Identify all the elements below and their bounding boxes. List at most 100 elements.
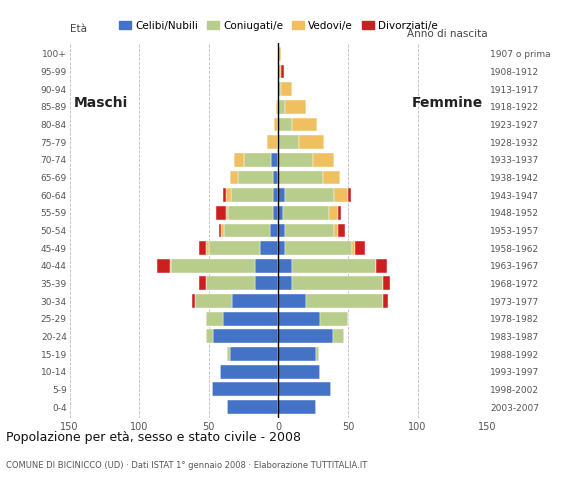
Bar [292, 259, 376, 273]
Bar [212, 383, 278, 396]
Bar [352, 241, 355, 255]
Text: Anno di nascita: Anno di nascita [407, 29, 487, 39]
Bar [195, 294, 233, 308]
Bar [238, 170, 273, 184]
Bar [278, 224, 285, 237]
Bar [278, 135, 299, 149]
Bar [282, 206, 328, 220]
Bar [206, 312, 223, 325]
Bar [299, 135, 324, 149]
Bar [320, 312, 348, 325]
Bar [285, 241, 352, 255]
Bar [316, 347, 319, 361]
Bar [278, 118, 292, 132]
Bar [278, 65, 281, 78]
Bar [213, 329, 278, 343]
Text: Maschi: Maschi [74, 96, 128, 110]
Bar [278, 153, 313, 167]
Bar [234, 153, 244, 167]
Bar [233, 294, 278, 308]
Bar [348, 188, 351, 202]
Bar [285, 100, 306, 114]
Bar [216, 206, 226, 220]
Bar [255, 259, 278, 273]
Bar [285, 188, 334, 202]
Bar [313, 153, 334, 167]
Bar [292, 118, 317, 132]
Bar [224, 224, 270, 237]
Bar [278, 365, 320, 379]
Bar [199, 241, 206, 255]
Bar [278, 347, 316, 361]
Bar [219, 224, 222, 237]
Bar [278, 170, 323, 184]
Bar [226, 188, 231, 202]
Bar [222, 224, 224, 237]
Bar [220, 365, 278, 379]
Bar [383, 276, 390, 290]
Bar [223, 312, 278, 325]
Bar [255, 276, 278, 290]
Bar [244, 153, 271, 167]
Bar [278, 294, 306, 308]
Bar [278, 383, 331, 396]
Bar [199, 276, 206, 290]
Bar [338, 224, 345, 237]
Bar [278, 312, 320, 325]
Bar [278, 329, 333, 343]
Bar [323, 170, 340, 184]
Text: Età: Età [70, 24, 86, 35]
Bar [271, 153, 278, 167]
Bar [276, 100, 278, 114]
Bar [278, 100, 285, 114]
Legend: Celibi/Nubili, Coniugati/e, Vedovi/e, Divorziati/e: Celibi/Nubili, Coniugati/e, Vedovi/e, Di… [119, 21, 438, 31]
Bar [278, 206, 282, 220]
Bar [206, 329, 213, 343]
Bar [170, 259, 171, 273]
Bar [278, 400, 316, 414]
Bar [281, 65, 284, 78]
Bar [281, 82, 292, 96]
Bar [278, 276, 292, 290]
Bar [306, 294, 383, 308]
Bar [278, 47, 281, 60]
Bar [231, 188, 273, 202]
Bar [209, 241, 260, 255]
Bar [355, 241, 365, 255]
Bar [328, 206, 338, 220]
Text: Femmine: Femmine [412, 96, 483, 110]
Bar [270, 224, 278, 237]
Bar [338, 206, 341, 220]
Bar [292, 276, 383, 290]
Bar [223, 188, 226, 202]
Bar [383, 294, 389, 308]
Bar [267, 135, 278, 149]
Bar [227, 400, 278, 414]
Bar [192, 294, 195, 308]
Text: Popolazione per età, sesso e stato civile - 2008: Popolazione per età, sesso e stato civil… [6, 431, 301, 444]
Bar [273, 170, 278, 184]
Bar [273, 206, 278, 220]
Bar [206, 241, 209, 255]
Bar [229, 206, 273, 220]
Bar [333, 329, 344, 343]
Bar [171, 259, 255, 273]
Bar [260, 241, 278, 255]
Bar [334, 224, 338, 237]
Text: COMUNE DI BICINICCO (UD) · Dati ISTAT 1° gennaio 2008 · Elaborazione TUTTITALIA.: COMUNE DI BICINICCO (UD) · Dati ISTAT 1°… [6, 461, 367, 470]
Bar [278, 241, 285, 255]
Bar [285, 224, 334, 237]
Bar [334, 188, 348, 202]
Bar [376, 259, 387, 273]
Bar [157, 259, 170, 273]
Bar [230, 170, 238, 184]
Bar [227, 347, 230, 361]
Bar [273, 188, 278, 202]
Bar [278, 188, 285, 202]
Bar [274, 118, 278, 132]
Bar [278, 82, 281, 96]
Bar [230, 347, 278, 361]
Bar [226, 206, 229, 220]
Bar [206, 276, 255, 290]
Bar [278, 259, 292, 273]
